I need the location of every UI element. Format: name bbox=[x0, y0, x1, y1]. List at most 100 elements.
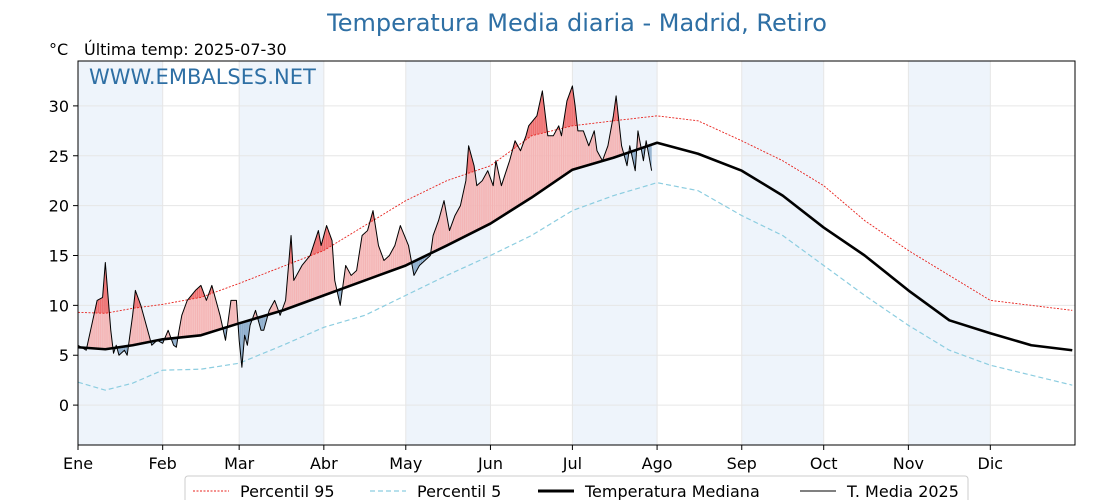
fill-above-median bbox=[230, 300, 232, 326]
fill-above-median bbox=[479, 182, 481, 230]
fill-above-median bbox=[208, 294, 210, 333]
fill-above-median bbox=[194, 298, 195, 336]
fill-above-median bbox=[498, 173, 500, 219]
fill-above-p95 bbox=[537, 109, 539, 135]
fill-above-median bbox=[550, 135, 552, 185]
fill-above-median bbox=[308, 257, 309, 302]
fill-above-median bbox=[530, 135, 532, 199]
fill-above-p95 bbox=[195, 289, 197, 299]
fill-above-median bbox=[530, 136, 531, 199]
fill-above-median bbox=[480, 181, 482, 229]
fill-above-median bbox=[385, 257, 387, 273]
fill-below-median bbox=[419, 258, 421, 266]
fill-above-median bbox=[93, 315, 94, 349]
fill-above-median bbox=[394, 243, 396, 270]
fill-above-median bbox=[459, 205, 461, 240]
x-tick-label: Jun bbox=[477, 454, 503, 473]
fill-above-median bbox=[467, 173, 469, 235]
fill-above-p95 bbox=[136, 292, 137, 308]
fill-above-median bbox=[581, 130, 582, 168]
fill-above-median bbox=[524, 140, 526, 202]
fill-above-median bbox=[450, 224, 452, 244]
fill-above-median bbox=[358, 253, 360, 283]
fill-above-median bbox=[406, 240, 408, 266]
fill-below-median bbox=[418, 258, 420, 267]
fill-above-median bbox=[514, 147, 516, 209]
fill-above-median bbox=[512, 148, 514, 210]
fill-above-median bbox=[289, 263, 290, 309]
fill-above-median bbox=[535, 134, 537, 195]
fill-below-median bbox=[246, 320, 248, 346]
fill-above-median bbox=[198, 297, 200, 336]
fill-above-median bbox=[310, 255, 312, 301]
fill-above-median bbox=[300, 266, 302, 304]
fill-above-median bbox=[98, 313, 100, 349]
fill-above-p95 bbox=[193, 292, 195, 299]
fill-below-median bbox=[174, 337, 175, 347]
fill-above-median bbox=[508, 160, 510, 212]
fill-above-median bbox=[474, 171, 476, 232]
fill-above-median bbox=[316, 253, 318, 299]
fill-below-median bbox=[119, 347, 121, 355]
fill-below-median bbox=[121, 346, 122, 354]
fill-above-median bbox=[195, 298, 197, 336]
series-lines bbox=[77, 85, 1073, 391]
fill-above-median bbox=[105, 313, 107, 350]
fill-above-median bbox=[355, 271, 356, 284]
legend-label-p95: Percentil 95 bbox=[240, 482, 335, 500]
fill-above-median bbox=[319, 252, 320, 298]
fill-above-median bbox=[101, 313, 103, 350]
fill-above-median bbox=[507, 164, 509, 213]
fill-above-median bbox=[133, 308, 135, 345]
legend: Percentil 95 Percentil 5 Temperatura Med… bbox=[184, 475, 969, 500]
fill-above-median bbox=[571, 125, 573, 171]
fill-above-median bbox=[97, 313, 99, 349]
fill-above-median bbox=[500, 179, 501, 218]
fill-above-median bbox=[191, 299, 193, 337]
fill-above-median bbox=[392, 249, 393, 271]
month-band bbox=[78, 61, 163, 445]
fill-above-median bbox=[186, 300, 188, 337]
fill-above-median bbox=[461, 196, 463, 238]
fill-above-median bbox=[371, 221, 373, 278]
fill-above-median bbox=[538, 133, 539, 193]
fill-below-median bbox=[121, 346, 123, 353]
fill-above-median bbox=[383, 259, 385, 274]
fill-above-p95 bbox=[531, 121, 533, 136]
fill-above-median bbox=[506, 166, 508, 214]
fill-above-p95 bbox=[470, 153, 472, 173]
fill-above-median bbox=[458, 208, 460, 240]
fill-above-p95 bbox=[101, 297, 103, 314]
fill-above-median bbox=[474, 171, 475, 232]
fill-above-median bbox=[455, 213, 457, 242]
fill-above-median bbox=[495, 161, 496, 221]
fill-above-median bbox=[486, 171, 488, 226]
fill-above-median bbox=[448, 226, 450, 245]
fill-above-median bbox=[452, 221, 453, 243]
fill-above-median bbox=[468, 172, 470, 235]
fill-above-median bbox=[364, 232, 366, 281]
fill-above-median bbox=[456, 210, 458, 241]
fill-above-median bbox=[131, 315, 133, 346]
y-axis: 0 5 10 15 20 25 30 bbox=[49, 97, 78, 415]
fill-above-median bbox=[400, 225, 402, 268]
y-tick-label: 30 bbox=[49, 97, 69, 116]
fill-above-median bbox=[459, 206, 460, 240]
fill-above-median bbox=[525, 139, 526, 202]
fill-above-median bbox=[142, 312, 144, 344]
fill-above-p95 bbox=[329, 234, 331, 247]
fill-above-median bbox=[349, 272, 351, 286]
fill-above-median bbox=[295, 275, 297, 306]
y-tick-label: 15 bbox=[49, 246, 69, 265]
fill-above-median bbox=[304, 262, 305, 303]
fill-above-median bbox=[568, 126, 569, 173]
fill-above-median bbox=[597, 152, 599, 163]
fill-above-median bbox=[289, 263, 291, 308]
fill-above-median bbox=[540, 133, 542, 192]
fill-above-p95 bbox=[199, 286, 201, 298]
fill-above-median bbox=[99, 313, 101, 349]
fill-above-median bbox=[598, 153, 600, 163]
fill-above-median bbox=[205, 296, 206, 335]
fill-above-median bbox=[217, 305, 218, 331]
fill-below-median bbox=[650, 144, 652, 171]
